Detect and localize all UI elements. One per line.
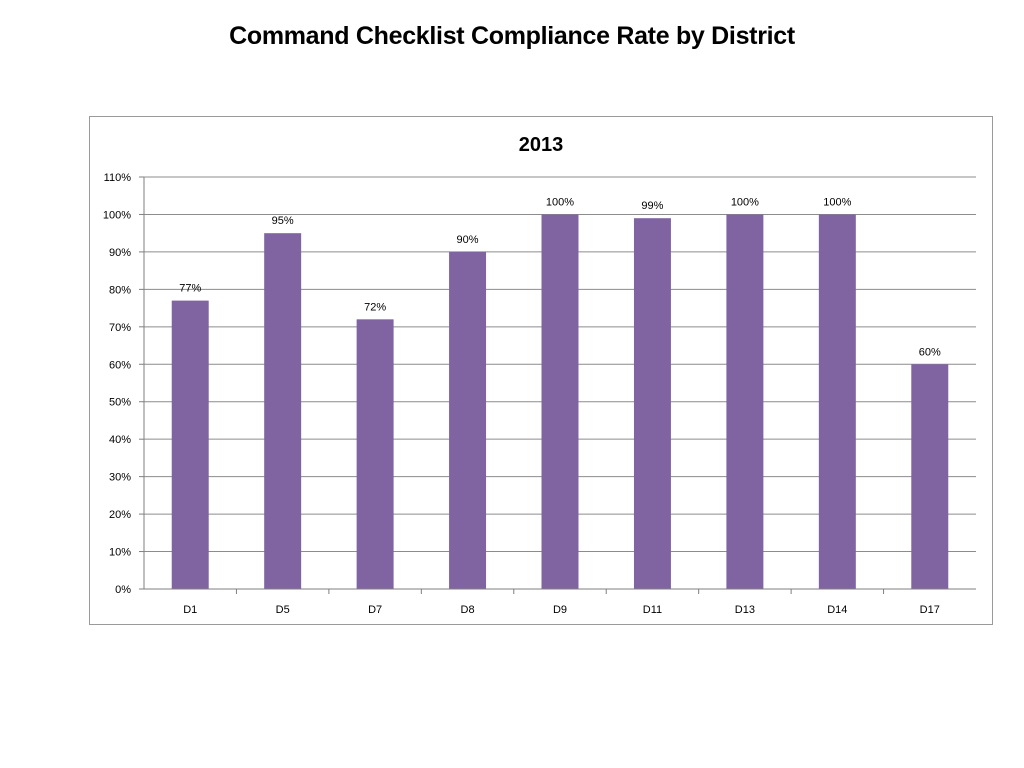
category-label: D17 (920, 604, 940, 616)
category-label: D8 (461, 604, 475, 616)
category-label: D11 (643, 604, 662, 616)
bar-d5 (264, 233, 302, 589)
axes (139, 176, 976, 594)
bar-d11 (633, 218, 671, 589)
data-label: 72% (364, 301, 386, 313)
category-label: D1 (183, 604, 197, 616)
y-tick-label: 10% (109, 547, 131, 559)
bar-d17 (911, 364, 949, 589)
y-tick-label: 80% (109, 284, 131, 296)
bar-d14 (818, 214, 856, 590)
bar-d8 (449, 251, 487, 589)
bar-d9 (541, 214, 579, 590)
category-label: D7 (368, 604, 382, 616)
category-label: D13 (735, 604, 755, 616)
data-label: 77% (179, 283, 201, 295)
x-axis-category-labels: D1 D5 D7 D8 D9 D11 D13 D14 D17 (183, 604, 940, 616)
data-label: 95% (272, 215, 294, 227)
data-label: 90% (457, 234, 479, 246)
y-tick-label: 40% (109, 434, 131, 446)
category-label: D5 (276, 604, 290, 616)
category-label: D14 (827, 604, 847, 616)
category-label: D9 (553, 604, 567, 616)
data-label: 100% (731, 196, 759, 208)
data-label: 99% (641, 200, 663, 212)
y-tick-label: 90% (109, 247, 131, 259)
data-label: 60% (919, 346, 941, 358)
y-tick-label: 110% (104, 172, 132, 184)
y-tick-label: 30% (109, 472, 131, 484)
y-tick-label: 100% (103, 209, 131, 221)
chart-title: 2013 (519, 134, 564, 156)
bars (171, 214, 949, 590)
y-tick-label: 20% (109, 509, 131, 521)
y-axis-tick-labels: 0% 10% 20% 30% 40% 50% 60% 70% 80% 90% 100% 110% (103, 172, 131, 596)
y-tick-label: 60% (109, 359, 131, 371)
bar-d1 (171, 300, 209, 589)
slide-title: Command Checklist Compliance Rate by Dis… (229, 22, 795, 50)
y-tick-label: 50% (109, 397, 131, 409)
bar-d7 (356, 319, 394, 589)
data-label: 100% (546, 196, 574, 208)
data-label: 100% (823, 196, 851, 208)
y-tick-label: 70% (109, 322, 131, 334)
y-tick-label: 0% (115, 584, 131, 596)
bar-d13 (726, 214, 764, 590)
data-labels: 77% 95% 72% 90% 100% 99% 100% 100% 60% (179, 196, 941, 358)
